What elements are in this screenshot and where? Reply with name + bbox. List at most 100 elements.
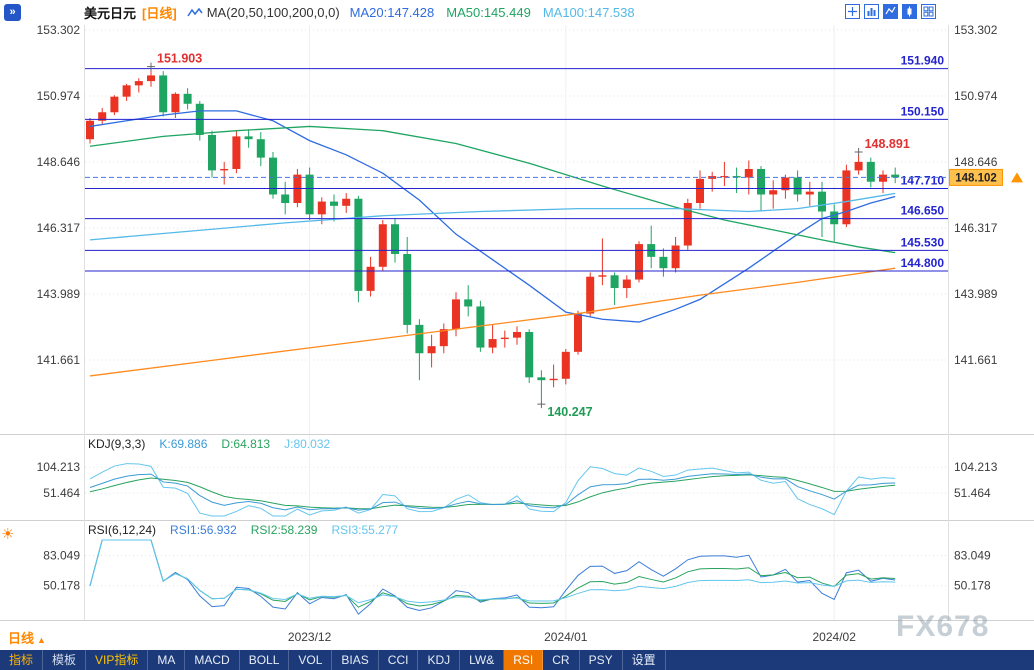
kdj-k-line	[89, 473, 896, 511]
toolbar-item-ma[interactable]: MA	[148, 650, 186, 670]
symbol-title: 美元日元	[84, 6, 137, 21]
candle-body	[159, 75, 168, 113]
toolbar-item-kdj[interactable]: KDJ	[418, 650, 461, 670]
candle-body	[830, 211, 839, 225]
x-axis-month-label: 2024/02	[813, 630, 857, 644]
y-axis-label-left: 146.317	[37, 221, 81, 235]
rsi-title: RSI(6,12,24)	[88, 523, 157, 537]
candle-body	[391, 224, 399, 255]
ma200-line	[89, 267, 896, 377]
kdj-d-line	[89, 474, 896, 510]
y-axis-label-right: 150.974	[954, 89, 998, 103]
toolbar-item-templates[interactable]: 模板	[43, 650, 87, 670]
price-annotation: 151.903	[157, 52, 202, 66]
ma100-line	[89, 192, 896, 241]
candle-body	[525, 331, 534, 378]
sun-icon[interactable]: ☀	[1, 526, 15, 543]
toolbar-item-vol[interactable]: VOL	[289, 650, 333, 670]
y-axis-label-right: 141.661	[954, 353, 998, 367]
toolbar-item-indicators[interactable]: 指标	[0, 650, 44, 670]
candle-body	[866, 161, 875, 182]
kdj-d-value: D:64.813	[221, 437, 271, 451]
candle-body	[671, 245, 680, 269]
candle-body	[464, 299, 473, 307]
cross-marker	[147, 62, 155, 71]
grid-layout-icon[interactable]	[921, 4, 936, 19]
candle-body	[208, 134, 216, 171]
timeframe-label[interactable]: [日线]	[142, 6, 177, 21]
y-axis-label-left: 141.661	[37, 353, 81, 367]
rsi-axis-label-right: 83.049	[954, 549, 991, 563]
toolbar-item-rsi[interactable]: RSI	[504, 650, 544, 670]
y-axis-label-right: 146.317	[954, 221, 998, 235]
bar-chart-icon[interactable]	[864, 4, 879, 19]
line-chart-icon[interactable]	[883, 4, 898, 19]
candle-body	[500, 337, 509, 340]
candle-body	[622, 279, 631, 289]
toolbar-item-cr[interactable]: CR	[543, 650, 580, 670]
ma-overlay-label: MA(20,50,100,200,0,0)	[206, 5, 340, 20]
y-axis-label-right: 153.302	[954, 23, 998, 37]
kdj-axis-label-left: 104.213	[37, 460, 81, 474]
toolbar-item-cci[interactable]: CCI	[379, 650, 419, 670]
candle-body	[635, 244, 643, 280]
ma20-line	[89, 110, 896, 323]
toolbar-item-bias[interactable]: BIAS	[332, 650, 379, 670]
candle-body	[586, 276, 595, 314]
candle-body	[488, 339, 497, 348]
kdj-axis-label-right: 104.213	[954, 460, 998, 474]
price-level-label: 144.800	[901, 256, 945, 270]
toolbar-item-lwr[interactable]: LW&	[460, 650, 505, 670]
toolbar-item-vip-indicators[interactable]: VIP指标	[86, 650, 149, 670]
candle-body	[818, 191, 826, 212]
candle-body	[330, 201, 338, 206]
candle-body	[891, 174, 900, 178]
rsi2-value: RSI2:58.239	[250, 523, 318, 537]
toolbar-item-psy[interactable]: PSY	[580, 650, 623, 670]
candle-body	[354, 198, 363, 291]
candle-body	[476, 306, 485, 348]
candle-body	[683, 202, 692, 246]
candle-body	[842, 170, 851, 225]
candle-body	[134, 81, 143, 86]
rsi-axis-label-left: 50.178	[43, 579, 80, 593]
candle-body	[439, 329, 448, 347]
y-axis-label-left: 150.974	[37, 89, 81, 103]
price-level-label: 146.650	[901, 204, 945, 218]
candle-body	[805, 191, 814, 195]
candle-body	[879, 174, 887, 182]
toolbar-item-boll[interactable]: BOLL	[240, 650, 290, 670]
period-selector[interactable]: 日线 ▲	[8, 628, 46, 647]
current-price-value: 148.102	[955, 172, 997, 184]
ma100-value: MA100:147.538	[542, 5, 635, 20]
current-price-box[interactable]	[949, 168, 1003, 186]
x-axis-month-label: 2024/01	[544, 630, 588, 644]
kdj-axis-label-left: 51.464	[43, 486, 80, 500]
cross-marker	[537, 400, 546, 409]
candle-body	[732, 176, 741, 178]
candlestick-icon[interactable]	[902, 4, 917, 19]
cross-marker	[854, 148, 863, 157]
y-axis-label-left: 153.302	[37, 23, 81, 37]
candle-body	[574, 313, 582, 352]
candle-body	[427, 346, 436, 354]
rsi2-line	[89, 539, 896, 608]
price-arrow-icon[interactable]	[1011, 172, 1023, 183]
candle-body	[696, 178, 704, 203]
candle-body	[317, 201, 326, 215]
price-level-label: 151.940	[901, 54, 945, 68]
chart-canvas[interactable]: 153.302 153.302 150.974 150.974 148.646 148.6…	[0, 0, 1034, 650]
collapse-icon[interactable]: »	[4, 4, 21, 21]
y-axis-label-left: 148.646	[37, 155, 81, 169]
candle-body	[720, 176, 729, 178]
toolbar-item-settings[interactable]: 设置	[623, 650, 666, 670]
candle-body	[122, 85, 131, 97]
price-level-label: 150.150	[901, 104, 945, 118]
candle-body	[610, 275, 619, 289]
candle-body	[366, 266, 375, 291]
ma-zigzag-icon	[187, 7, 203, 19]
crosshair-icon[interactable]	[845, 4, 860, 19]
kdj-axis-label-right: 51.464	[954, 486, 991, 500]
toolbar-item-macd[interactable]: MACD	[185, 650, 240, 670]
